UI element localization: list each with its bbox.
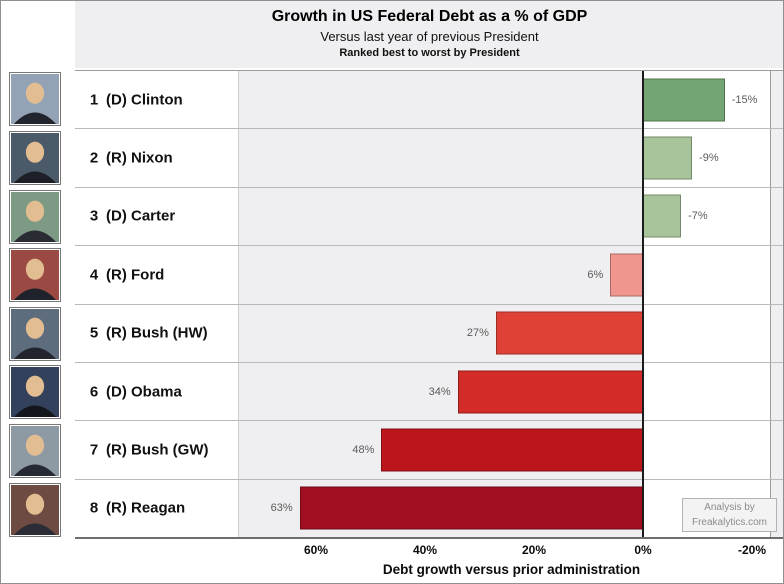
row-reagan: 8 (R) Reagan 63% (75, 478, 783, 537)
president-name: (D) Clinton (106, 91, 183, 109)
bar-value-label: -9% (699, 152, 719, 165)
rank-label: 7 (89, 441, 99, 459)
person-silhouette-icon (11, 426, 59, 477)
row-clinton: 1 (D) Clinton -15% (75, 71, 783, 128)
person-silhouette-icon (11, 484, 59, 535)
bar-value-label: 34% (428, 385, 451, 398)
row-carter: 3 (D) Carter -7% (75, 186, 783, 245)
row-obama: 6 (D) Obama 34% (75, 361, 783, 420)
debt-bar (299, 486, 643, 530)
debt-bar (643, 194, 682, 238)
portrait-obama (9, 365, 61, 420)
credit-line1: Analysis by (704, 502, 755, 513)
chart-title-block: Growth in US Federal Debt as a % of GDP … (75, 1, 783, 68)
x-axis-tick: -20% (737, 543, 767, 557)
x-axis-tick: 20% (521, 543, 547, 557)
row-ford: 4 (R) Ford 6% (75, 245, 783, 303)
rank-label: 8 (89, 499, 99, 517)
president-name: (R) Reagan (106, 499, 186, 517)
rank-label: 3 (89, 207, 99, 225)
president-name: (R) Bush (HW) (106, 324, 208, 342)
credit-line2: Freakalytics.com (691, 517, 767, 528)
portrait-column (1, 70, 75, 539)
person-silhouette-icon (11, 308, 59, 359)
rank-label: 6 (89, 383, 99, 401)
zero-baseline-line (642, 71, 644, 537)
rank-label: 5 (89, 324, 99, 342)
debt-bar (495, 311, 643, 355)
chart-rank-note: Ranked best to worst by President (339, 47, 520, 59)
credit-box: Analysis by Freakalytics.com (682, 498, 777, 532)
bar-value-label: 27% (466, 327, 489, 340)
x-axis-tick: 60% (303, 543, 329, 557)
president-name: (D) Carter (106, 207, 176, 225)
president-name: (R) Nixon (106, 149, 173, 167)
person-silhouette-icon (11, 74, 59, 125)
portrait-clinton (9, 72, 61, 127)
chart-title: Growth in US Federal Debt as a % of GDP (271, 8, 588, 25)
portrait-bush-hw (9, 306, 61, 361)
bar-value-label: -15% (731, 93, 758, 106)
x-axis: 60% 40% 20% 0% -20% (1, 543, 783, 559)
chart-plot-area: 1 (D) Clinton -15% 2 (R) Nixon -9% 3 (D)… (75, 70, 783, 539)
debt-bar (381, 428, 643, 472)
debt-bar (643, 78, 725, 122)
person-silhouette-icon (11, 132, 59, 183)
x-axis-tick: 40% (412, 543, 438, 557)
debt-bar (610, 253, 643, 297)
person-silhouette-icon (11, 367, 59, 418)
person-silhouette-icon (11, 250, 59, 301)
row-bush-hw: 5 (R) Bush (HW) 27% (75, 303, 783, 362)
president-name: (R) Bush (GW) (106, 441, 209, 459)
portrait-bush-gw (9, 424, 61, 479)
bar-value-label: 63% (270, 502, 293, 515)
chart-subtitle: Versus last year of previous President (320, 29, 539, 44)
portrait-ford (9, 248, 61, 303)
x-axis-title: Debt growth versus prior administration (382, 562, 641, 577)
rank-label: 1 (89, 91, 99, 109)
rank-label: 4 (89, 266, 99, 284)
portrait-nixon (9, 130, 61, 185)
person-silhouette-icon (11, 191, 59, 242)
bar-value-label: 48% (352, 443, 375, 456)
debt-bar (643, 136, 693, 180)
debt-bar (457, 370, 643, 414)
president-name: (R) Ford (106, 266, 165, 284)
president-name: (D) Obama (106, 383, 182, 401)
bar-value-label: 6% (587, 268, 604, 281)
bar-value-label: -7% (688, 210, 708, 223)
row-nixon: 2 (R) Nixon -9% (75, 128, 783, 186)
x-axis-tick: 0% (634, 543, 652, 557)
portrait-reagan (9, 482, 61, 537)
portrait-carter (9, 189, 61, 244)
rank-label: 2 (89, 149, 99, 167)
row-bush-gw: 7 (R) Bush (GW) 48% (75, 420, 783, 478)
